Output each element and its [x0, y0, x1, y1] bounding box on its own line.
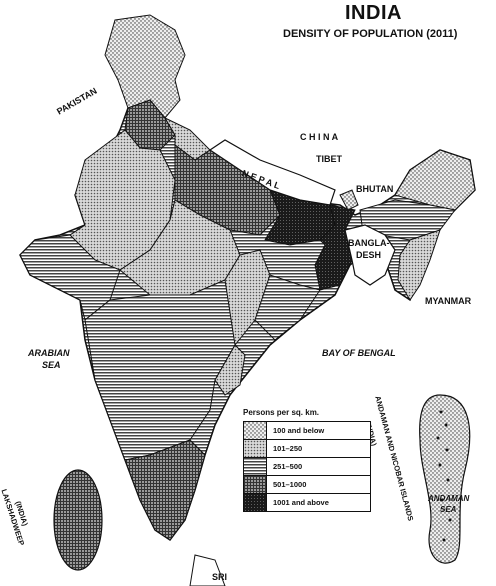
region-sikkim: [339, 189, 359, 211]
legend-label: 501–1000: [273, 480, 307, 489]
map-title: INDIA: [345, 2, 402, 24]
legend-swatch-dark: [244, 494, 267, 511]
map-subtitle: DENSITY OF POPULATION (2011): [283, 28, 458, 40]
bangladesh-area: [344, 224, 396, 286]
label-arabian-sea-2: SEA: [42, 360, 61, 370]
sri-lanka-area: [189, 554, 226, 586]
region-karnataka: [214, 344, 246, 396]
lakshadweep-oval: [53, 469, 103, 571]
region-north-hills: [104, 14, 186, 119]
label-bangladesh-1: BANGLA-: [348, 238, 390, 248]
legend-box: 100 and below 101–250 251–500 501–1000 1…: [243, 421, 371, 512]
legend-swatch-hlines: [244, 458, 267, 475]
legend-item: 101–250: [244, 439, 370, 457]
label-sri: SRI: [212, 572, 228, 582]
legend-item: 501–1000: [244, 475, 370, 493]
label-andaman-sea-2: SEA: [440, 505, 457, 514]
nepal-area: [208, 139, 336, 206]
legend-label: 101–250: [273, 444, 303, 453]
legend-item: 1001 and above: [244, 493, 370, 511]
label-bay-of-bengal: BAY OF BENGAL: [322, 348, 396, 358]
legend-swatch-light: [244, 440, 267, 457]
andaman-nicobar-oval: [419, 394, 471, 564]
region-odisha: [254, 274, 321, 341]
legend: Persons per sq. km. 100 and below 101–25…: [243, 408, 371, 512]
region-northeast-lower: [397, 229, 441, 301]
label-andaman-sea-1: ANDAMAN: [428, 494, 470, 503]
label-china: C H I N A: [300, 132, 339, 142]
region-south-india: [84, 279, 236, 461]
legend-swatch-grid: [244, 476, 267, 493]
legend-swatch-dots: [244, 422, 267, 439]
label-bangladesh-2: DESH: [356, 250, 382, 260]
legend-label: 100 and below: [273, 426, 325, 435]
legend-item: 100 and below: [244, 422, 370, 439]
region-tamil-nadu: [124, 439, 206, 541]
region-uttar-pradesh: [174, 144, 281, 236]
label-myanmar: MYANMAR: [425, 296, 472, 306]
legend-label: 251–500: [273, 462, 303, 471]
legend-item: 251–500: [244, 457, 370, 475]
legend-title: Persons per sq. km.: [243, 408, 320, 417]
andaman-islands: [436, 410, 452, 542]
label-arabian-sea-1: ARABIAN: [28, 348, 70, 358]
label-bhutan: BHUTAN: [356, 184, 394, 194]
legend-label: 1001 and above: [273, 498, 329, 507]
label-tibet: TIBET: [316, 154, 342, 164]
